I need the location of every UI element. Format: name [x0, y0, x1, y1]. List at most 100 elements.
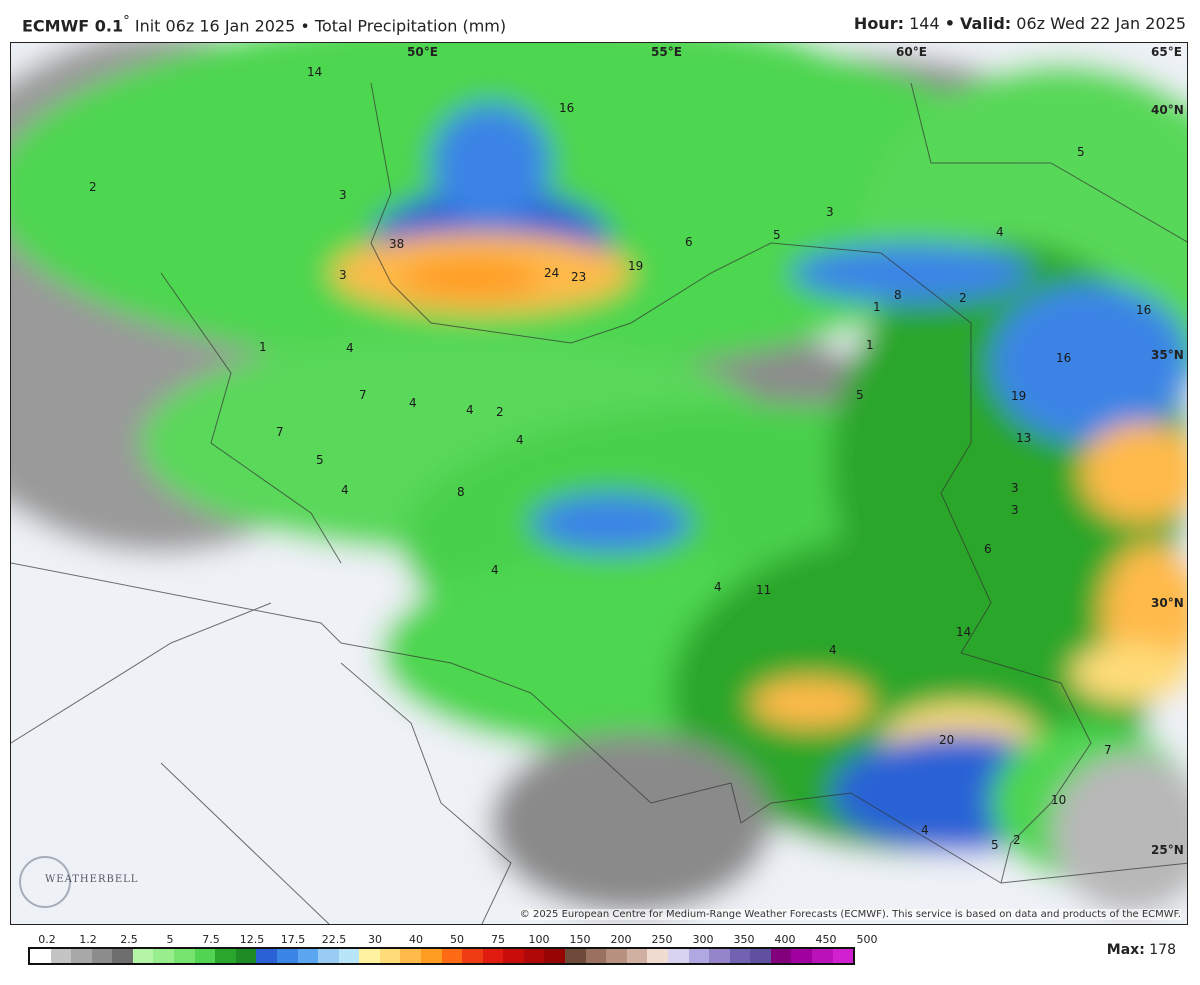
- latitude-label: 30°N: [1151, 596, 1184, 610]
- precip-value-label: 5: [991, 838, 999, 852]
- valid-info: Hour: 144 • Valid: 06z Wed 22 Jan 2025: [854, 14, 1186, 33]
- legend-swatch: [379, 949, 401, 963]
- precip-value-label: 8: [457, 485, 465, 499]
- product-name: Total Precipitation (mm): [314, 16, 507, 36]
- precip-value-label: 24: [544, 266, 560, 280]
- legend-swatch: [276, 949, 298, 963]
- precip-value-label: 5: [773, 228, 781, 242]
- precip-value-label: 4: [466, 403, 474, 417]
- init-time: Init 06z 16 Jan 2025: [134, 16, 296, 36]
- precip-area: [991, 283, 1187, 443]
- border-line: [340, 662, 512, 924]
- longitude-label: 50°E: [407, 45, 438, 59]
- legend-tick: 150: [569, 933, 591, 946]
- legend-swatch: [729, 949, 751, 963]
- legend-swatch: [30, 949, 51, 963]
- legend-swatch: [112, 949, 133, 963]
- latitude-label: 40°N: [1151, 103, 1184, 117]
- legend-swatch: [544, 949, 566, 963]
- latitude-label: 25°N: [1151, 843, 1184, 857]
- border-line: [740, 792, 1187, 884]
- weatherbell-logo: WEATHERBELL: [19, 856, 137, 908]
- legend-tick: 2.5: [120, 933, 138, 946]
- max-value: Max: 178: [1107, 942, 1176, 958]
- precip-value-label: 19: [628, 259, 644, 273]
- precip-value-label: 4: [829, 643, 837, 657]
- legend-swatch: [359, 949, 380, 963]
- precip-area: [491, 733, 771, 913]
- legend-swatch: [667, 949, 689, 963]
- precip-value-label: 2: [959, 291, 967, 305]
- legend-swatch: [647, 949, 668, 963]
- precip-value-label: 13: [1016, 431, 1032, 445]
- degree-symbol: °: [123, 14, 130, 29]
- legend-swatch: [709, 949, 730, 963]
- legend-swatch: [482, 949, 504, 963]
- legend-tick: 400: [774, 933, 796, 946]
- valid-time: 06z Wed 22 Jan 2025: [1016, 14, 1186, 33]
- precip-value-label: 8: [894, 288, 902, 302]
- precip-value-label: 5: [856, 388, 864, 402]
- legend-swatch: [132, 949, 154, 963]
- separator: •: [944, 14, 955, 33]
- precip-value-label: 5: [316, 453, 324, 467]
- precip-value-label: 20: [939, 733, 955, 747]
- precip-value-label: 2: [1013, 833, 1021, 847]
- precip-value-label: 38: [389, 237, 405, 251]
- precip-area: [791, 243, 1031, 303]
- legend-swatch: [791, 949, 812, 963]
- precip-area: [431, 103, 551, 223]
- precip-value-label: 4: [516, 433, 524, 447]
- precip-value-label: 2: [496, 405, 504, 419]
- border-line: [11, 602, 272, 744]
- precip-value-label: 10: [1051, 793, 1067, 807]
- precip-value-label: 3: [1011, 503, 1019, 517]
- precip-value-label: 3: [826, 205, 834, 219]
- border-line: [160, 272, 342, 564]
- legend-swatch: [626, 949, 648, 963]
- legend-tick: 100: [528, 933, 550, 946]
- precip-value-label: 4: [996, 225, 1004, 239]
- legend-swatch: [256, 949, 277, 963]
- separator: •: [300, 16, 310, 36]
- border-line: [910, 82, 1187, 243]
- border-line: [370, 82, 972, 344]
- color-scale-bar: [28, 947, 855, 965]
- max-number: 178: [1149, 942, 1176, 958]
- logo-text: WEATHERBELL: [45, 874, 139, 885]
- legend-swatch: [174, 949, 195, 963]
- legend-tick: 17.5: [280, 933, 306, 946]
- legend-tick: 7.5: [202, 933, 220, 946]
- precip-value-label: 1: [866, 338, 874, 352]
- legend-tick: 5: [166, 933, 174, 946]
- precip-value-label: 1: [873, 300, 881, 314]
- legend-tick: 22.5: [321, 933, 347, 946]
- max-label: Max:: [1106, 942, 1145, 958]
- precip-value-label: 2: [89, 180, 97, 194]
- precip-value-label: 7: [276, 425, 284, 439]
- legend-swatch: [338, 949, 360, 963]
- precip-value-label: 1: [259, 340, 267, 354]
- legend-swatch: [565, 949, 586, 963]
- precip-value-label: 14: [956, 625, 972, 639]
- legend-swatch: [441, 949, 463, 963]
- legend-swatch: [400, 949, 421, 963]
- legend-swatch: [688, 949, 710, 963]
- legend-swatch: [194, 949, 216, 963]
- precip-area: [1081, 423, 1187, 523]
- map-title: ECMWF 0.1° Init 06z 16 Jan 2025 • Total …: [22, 14, 506, 35]
- border-line: [160, 762, 330, 924]
- legend-tick: 12.5: [239, 933, 265, 946]
- precip-value-label: 3: [339, 268, 347, 282]
- precip-value-label: 5: [1077, 145, 1085, 159]
- legend-swatch: [832, 949, 854, 963]
- precip-area: [751, 678, 871, 728]
- precip-area: [401, 258, 541, 298]
- precip-value-label: 7: [359, 388, 367, 402]
- precip-value-label: 16: [1056, 351, 1072, 365]
- legend-tick: 250: [651, 933, 673, 946]
- precipitation-map[interactable]: 50°E 55°E 60°E 65°E 40°N 35°N 30°N 25°N 2 14 3 16 4 3…: [10, 42, 1188, 925]
- latitude-label: 35°N: [1151, 348, 1184, 362]
- precip-value-label: 3: [339, 188, 347, 202]
- legend-tick: 200: [610, 933, 632, 946]
